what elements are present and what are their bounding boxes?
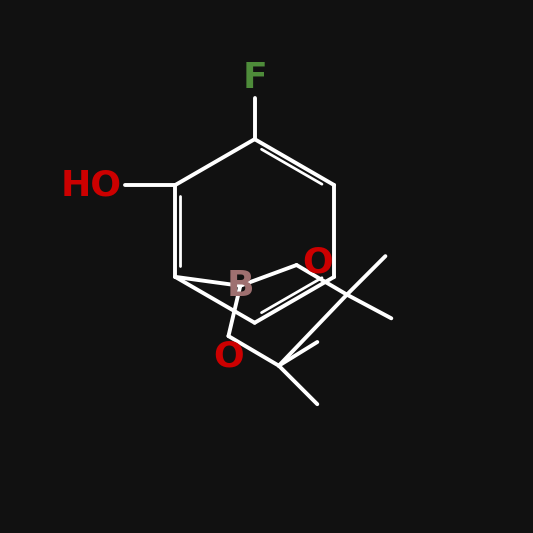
Text: O: O: [213, 339, 244, 373]
Text: HO: HO: [61, 168, 122, 202]
Text: O: O: [303, 245, 333, 279]
Text: F: F: [243, 61, 267, 95]
Text: B: B: [227, 269, 254, 303]
